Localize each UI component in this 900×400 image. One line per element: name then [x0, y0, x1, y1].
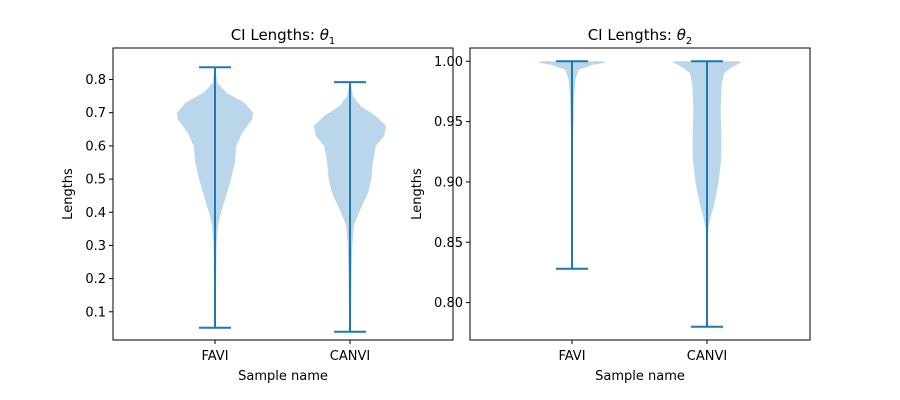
y-tick-label: 0.2 — [85, 272, 106, 287]
y-tick-label: 0.5 — [85, 173, 106, 188]
y-tick-label: 0.95 — [434, 115, 463, 130]
x-axis-ticks: FAVI CANVI — [201, 340, 370, 364]
x-tick-label-canvi: CANVI — [330, 349, 370, 364]
x-axis-title: Sample name — [595, 369, 685, 384]
y-tick-label: 1.00 — [434, 55, 463, 70]
y-tick-label: 0.85 — [434, 236, 463, 251]
y-tick-label: 0.6 — [85, 139, 106, 154]
plot-frame — [469, 47, 811, 341]
chart-theta2: CI Lengths: θ2 0.80 0.85 0.90 0.95 1.00 FAVI… — [410, 26, 811, 384]
y-tick-label: 0.1 — [85, 305, 106, 320]
y-tick-label: 0.8 — [85, 73, 106, 88]
x-axis-title: Sample name — [238, 369, 328, 384]
y-tick-label: 0.4 — [85, 206, 106, 221]
y-tick-label: 0.7 — [85, 106, 106, 121]
y-axis-title: Lengths — [61, 168, 76, 220]
x-tick-label-canvi: CANVI — [687, 349, 727, 364]
y-tick-label: 0.90 — [434, 175, 463, 190]
stat-lines — [199, 66, 366, 333]
y-axis-ticks: 0.1 0.2 0.3 0.4 0.5 0.6 0.7 0.8 — [85, 73, 113, 320]
y-tick-label: 0.3 — [85, 239, 106, 254]
x-axis-ticks: FAVI CANVI — [558, 340, 727, 364]
y-axis-title: Lengths — [410, 168, 425, 220]
chart-title: CI Lengths: θ2 — [588, 26, 693, 47]
chart-title: CI Lengths: θ1 — [231, 26, 336, 47]
chart-theta1: CI Lengths: θ1 0.10.20.30.40.50.60.70.8 … — [61, 26, 454, 384]
plot-frame — [112, 47, 454, 341]
x-tick-label-favi: FAVI — [558, 349, 585, 364]
y-axis-ticks: 0.80 0.85 0.90 0.95 1.00 — [434, 55, 470, 311]
x-tick-label-favi: FAVI — [201, 349, 228, 364]
stat-lines — [556, 60, 723, 328]
y-tick-label: 0.80 — [434, 296, 463, 311]
